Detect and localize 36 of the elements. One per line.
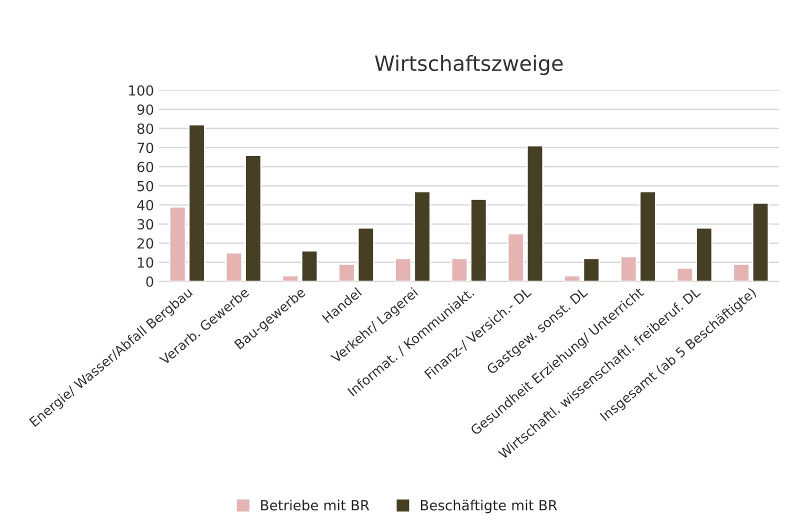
chart-title: Wirtschaftszweige (374, 54, 563, 76)
bar (582, 258, 600, 282)
bar (188, 124, 206, 282)
y-tick-label: 40 (137, 200, 154, 210)
y-tick-label: 50 (138, 180, 154, 192)
y-tick-label: 80 (137, 123, 154, 134)
bar (225, 252, 243, 282)
y-tick-label: 100 (129, 85, 154, 96)
y-tick-label: 90 (137, 104, 154, 115)
bar (564, 275, 581, 282)
bar (470, 198, 488, 282)
y-tick-label: 0 (146, 276, 154, 287)
bar (676, 267, 694, 282)
bar (357, 227, 374, 282)
y-tick-label: 70 (138, 142, 154, 154)
bar (394, 258, 412, 282)
y-tick-label: 60 (137, 162, 154, 172)
bar (696, 227, 713, 282)
bar (414, 190, 431, 282)
y-tick-label: 30 (138, 219, 154, 230)
bar (507, 232, 524, 282)
bar (338, 264, 356, 282)
bar (450, 258, 468, 282)
bar (752, 202, 770, 282)
bar (300, 250, 318, 282)
y-tick-label: 10 (138, 257, 154, 268)
bar (526, 145, 544, 282)
bar (620, 256, 638, 282)
bar (732, 264, 750, 282)
legend-label: Betriebe mit BR (261, 500, 370, 510)
bar (639, 190, 656, 282)
bar (282, 275, 299, 282)
y-tick-label: 20 (137, 238, 154, 249)
bar (169, 206, 186, 282)
legend-label: Beschäftigte mit BR (420, 500, 558, 514)
bar (244, 154, 262, 282)
